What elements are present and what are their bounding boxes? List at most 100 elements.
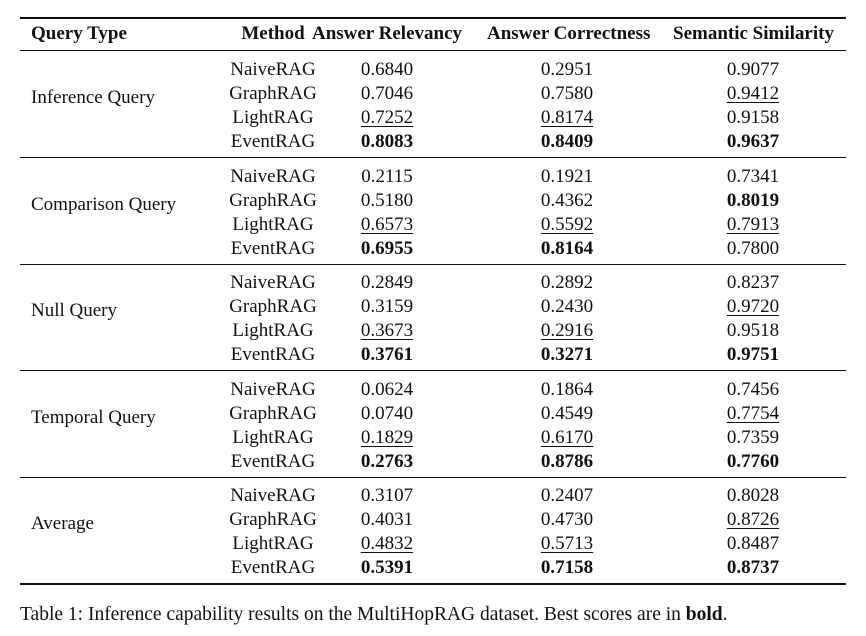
answer-relevancy-cell: 0.6840 — [360, 59, 414, 80]
answer-correctness-cell: 0.3271 — [540, 344, 594, 365]
bottom-rule — [20, 583, 846, 585]
method-cell: NaiveRAG — [230, 59, 316, 80]
answer-correctness-cell: 0.2892 — [540, 272, 594, 293]
answer-relevancy-cell: 0.7252 — [360, 107, 414, 128]
method-cell: LightRAG — [232, 107, 314, 128]
semantic-similarity-cell: 0.9518 — [726, 320, 780, 341]
caption-period: . — [722, 604, 728, 625]
semantic-similarity-cell: 0.7754 — [726, 402, 780, 424]
answer-correctness-cell: 0.2430 — [540, 296, 594, 317]
semantic-similarity-cell: 0.9158 — [726, 107, 780, 128]
semantic-similarity-cell: 0.7800 — [726, 237, 780, 259]
method-cell: LightRAG — [232, 213, 314, 235]
method-cell: EventRAG — [230, 557, 316, 578]
answer-relevancy-cell: 0.8083 — [360, 131, 414, 152]
header-answer-relevancy: Answer Relevancy — [311, 23, 463, 44]
answer-correctness-cell: 0.4362 — [540, 189, 594, 211]
group-separator-rule — [20, 370, 846, 371]
answer-correctness-cell: 0.4730 — [540, 509, 594, 530]
answer-relevancy-cell: 0.6955 — [360, 237, 414, 259]
semantic-similarity-cell: 0.8028 — [726, 485, 780, 506]
query-type-label: Comparison Query — [31, 193, 177, 215]
answer-relevancy-cell: 0.6573 — [360, 213, 414, 235]
semantic-similarity-cell: 0.8726 — [726, 509, 780, 530]
header-method: Method — [241, 23, 305, 44]
answer-correctness-cell: 0.1921 — [540, 165, 594, 187]
answer-correctness-cell: 0.2407 — [540, 485, 594, 506]
method-cell: GraphRAG — [229, 296, 317, 317]
answer-correctness-cell: 0.1864 — [540, 378, 594, 400]
method-cell: NaiveRAG — [230, 378, 316, 400]
method-cell: EventRAG — [230, 131, 316, 152]
method-cell: LightRAG — [232, 320, 314, 341]
answer-relevancy-cell: 0.0624 — [360, 378, 414, 400]
semantic-similarity-cell: 0.9077 — [726, 59, 780, 80]
answer-relevancy-cell: 0.7046 — [360, 83, 414, 104]
answer-correctness-cell: 0.2916 — [540, 320, 594, 341]
top-rule — [20, 17, 846, 19]
semantic-similarity-cell: 0.9412 — [726, 83, 780, 104]
query-type-label: Null Query — [31, 300, 118, 321]
answer-correctness-cell: 0.8164 — [540, 237, 594, 259]
answer-relevancy-cell: 0.3673 — [360, 320, 414, 341]
answer-relevancy-cell: 0.5391 — [360, 557, 414, 578]
answer-relevancy-cell: 0.1829 — [360, 426, 414, 448]
answer-relevancy-cell: 0.4031 — [360, 509, 414, 530]
method-cell: GraphRAG — [229, 189, 317, 211]
semantic-similarity-cell: 0.7913 — [726, 213, 780, 235]
semantic-similarity-cell: 0.8487 — [726, 533, 780, 554]
semantic-similarity-cell: 0.8737 — [726, 557, 780, 578]
answer-correctness-cell: 0.6170 — [540, 426, 594, 448]
answer-relevancy-cell: 0.2115 — [361, 165, 413, 187]
semantic-similarity-cell: 0.9720 — [726, 296, 780, 317]
method-cell: GraphRAG — [229, 402, 317, 424]
answer-correctness-cell: 0.7158 — [540, 557, 594, 578]
method-cell: EventRAG — [230, 450, 316, 472]
answer-relevancy-cell: 0.3159 — [360, 296, 414, 317]
query-type-label: Average — [31, 513, 94, 534]
header-semantic-similarity: Semantic Similarity — [673, 23, 834, 44]
group-separator-rule — [20, 476, 846, 478]
answer-relevancy-cell: 0.4832 — [360, 533, 414, 554]
semantic-similarity-cell: 0.7341 — [726, 165, 780, 187]
answer-relevancy-cell: 0.2849 — [360, 272, 414, 293]
answer-relevancy-cell: 0.3761 — [360, 344, 414, 365]
method-cell: NaiveRAG — [230, 272, 316, 293]
semantic-similarity-cell: 0.9751 — [726, 344, 780, 365]
method-cell: EventRAG — [230, 237, 316, 259]
query-type-label: Inference Query — [31, 87, 155, 108]
header-query-type: Query Type — [31, 23, 127, 44]
answer-relevancy-cell: 0.0740 — [360, 402, 414, 424]
group-separator-rule — [20, 263, 846, 265]
caption-text: Table 1: Inference capability results on… — [20, 604, 686, 625]
method-cell: GraphRAG — [229, 83, 317, 104]
semantic-similarity-cell: 0.7456 — [726, 378, 780, 400]
semantic-similarity-cell: 0.9637 — [726, 131, 780, 152]
answer-correctness-cell: 0.4549 — [540, 402, 594, 424]
caption-bold-word: bold — [685, 604, 723, 625]
semantic-similarity-cell: 0.7760 — [726, 450, 780, 472]
answer-correctness-cell: 0.2951 — [540, 59, 594, 80]
group-separator-rule — [20, 157, 846, 158]
answer-correctness-cell: 0.5592 — [540, 213, 594, 235]
answer-correctness-cell: 0.8174 — [540, 107, 594, 128]
answer-relevancy-cell: 0.2763 — [360, 450, 414, 472]
answer-correctness-cell: 0.8409 — [540, 131, 594, 152]
semantic-similarity-cell: 0.8019 — [726, 189, 780, 211]
answer-correctness-cell: 0.7580 — [540, 83, 594, 104]
method-cell: GraphRAG — [229, 509, 317, 530]
header-rule — [20, 50, 846, 52]
method-cell: LightRAG — [232, 533, 314, 554]
semantic-similarity-cell: 0.8237 — [726, 272, 780, 293]
table-caption: Table 1: Inference capability results on… — [20, 604, 728, 626]
method-cell: EventRAG — [230, 344, 316, 365]
query-type-label: Temporal Query — [31, 406, 156, 428]
semantic-similarity-cell: 0.7359 — [726, 426, 780, 448]
header-answer-correctness: Answer Correctness — [487, 23, 651, 44]
answer-correctness-cell: 0.5713 — [540, 533, 594, 554]
method-cell: NaiveRAG — [230, 485, 316, 506]
method-cell: NaiveRAG — [230, 165, 316, 187]
answer-relevancy-cell: 0.3107 — [360, 485, 414, 506]
answer-relevancy-cell: 0.5180 — [360, 189, 414, 211]
method-cell: LightRAG — [232, 426, 314, 448]
